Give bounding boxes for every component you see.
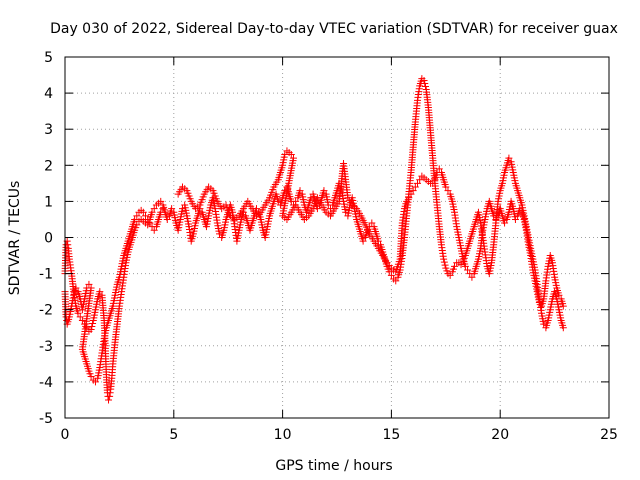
- data-point-series-2: [516, 205, 524, 213]
- y-tick-label: 5: [44, 50, 53, 66]
- data-point-series-1: [106, 392, 114, 400]
- data-point-series-2: [407, 190, 415, 198]
- data-point-series-1: [83, 324, 91, 332]
- data-point-series-1: [421, 79, 429, 87]
- data-point-series-1: [505, 154, 513, 162]
- data-point-series-2: [414, 179, 422, 187]
- data-point-series-1: [559, 324, 567, 332]
- data-point-series-2: [511, 215, 519, 223]
- data-point-series-2: [72, 284, 80, 292]
- data-point-series-2: [403, 197, 411, 205]
- x-tick-label: 20: [491, 427, 509, 443]
- data-point-series-2: [287, 150, 295, 158]
- data-point-series-2: [87, 372, 95, 380]
- data-point-series-1: [88, 323, 96, 331]
- data-point-series-2: [411, 183, 419, 191]
- data-point-series-2: [435, 165, 443, 173]
- data-point-series-1: [440, 255, 448, 263]
- data-point-series-2: [501, 219, 509, 227]
- data-point-series-1: [163, 215, 171, 223]
- data-point-series-1: [457, 261, 465, 269]
- data-point-series-1: [89, 320, 97, 328]
- data-point-series-1: [168, 205, 176, 213]
- y-tick-label: -3: [39, 339, 53, 355]
- y-axis-label: SDTVAR / TECUs: [7, 181, 23, 296]
- data-point-series-1: [74, 309, 82, 317]
- data-point-series-1: [368, 219, 376, 227]
- y-tick-label: -2: [39, 303, 53, 319]
- data-point-series-1: [441, 261, 449, 269]
- data-point-series-2: [133, 212, 141, 220]
- y-tick-label: 0: [44, 231, 53, 247]
- data-point-series-1: [451, 262, 459, 270]
- data-point-series-1: [274, 197, 282, 205]
- x-tick-label: 15: [382, 427, 400, 443]
- data-point-series-1: [540, 320, 548, 328]
- data-point-series-1: [420, 76, 428, 84]
- data-point-series-2: [464, 266, 472, 274]
- data-point-series-1: [387, 271, 395, 279]
- data-point-series-1: [150, 205, 158, 213]
- data-point-series-1: [133, 221, 141, 229]
- data-point-series-2: [442, 183, 450, 191]
- data-point-series-1: [87, 326, 95, 334]
- y-tick-label: 1: [44, 194, 53, 210]
- data-point-series-2: [416, 176, 424, 184]
- data-point-series-1: [78, 317, 86, 325]
- y-tick-label: 3: [44, 122, 53, 138]
- data-points: [61, 75, 567, 404]
- data-point-series-1: [148, 208, 156, 216]
- data-point-series-1: [392, 277, 400, 285]
- data-point-series-2: [131, 215, 139, 223]
- data-point-series-2: [150, 226, 158, 234]
- data-point-series-2: [444, 187, 452, 195]
- data-point-series-2: [91, 378, 99, 386]
- data-point-series-2: [555, 291, 563, 299]
- y-tick-label: 4: [44, 86, 53, 102]
- data-point-series-1: [307, 194, 315, 202]
- data-point-series-1: [359, 237, 367, 245]
- data-point-series-2: [144, 215, 152, 223]
- data-point-series-2: [559, 302, 567, 310]
- data-point-series-2: [492, 215, 500, 223]
- data-point-series-1: [296, 187, 304, 195]
- data-point-series-1: [320, 187, 328, 195]
- x-tick-label: 0: [61, 427, 70, 443]
- data-point-series-2: [461, 262, 469, 270]
- data-point-series-2: [85, 280, 93, 288]
- y-tick-label: -1: [39, 267, 53, 283]
- data-point-series-2: [146, 219, 154, 227]
- data-point-series-1: [215, 230, 223, 238]
- data-point-series-2: [281, 150, 289, 158]
- data-point-series-2: [142, 212, 150, 220]
- data-point-series-2: [429, 179, 437, 187]
- data-point-series-2: [405, 194, 413, 202]
- data-point-series-1: [96, 288, 104, 296]
- data-point-series-1: [446, 271, 454, 279]
- data-point-series-1: [157, 197, 165, 205]
- x-tick-label: 5: [169, 427, 178, 443]
- y-tick-label: -4: [39, 375, 53, 391]
- data-point-series-2: [159, 205, 167, 213]
- data-point-series-1: [106, 389, 114, 397]
- data-point-series-1: [421, 82, 429, 90]
- x-tick-label: 10: [274, 427, 292, 443]
- data-point-series-2: [535, 298, 543, 306]
- data-point-series-2: [409, 187, 417, 195]
- y-tick-label: -5: [39, 411, 53, 427]
- axes: 0 5 10 15 20 25 -5 -4 -3 -2 -1 0 1 2 3 4 5: [39, 50, 618, 443]
- x-axis-label: GPS time / hours: [275, 458, 392, 474]
- data-point-series-2: [139, 208, 147, 216]
- data-point-series-2: [157, 208, 165, 216]
- data-point-series-1: [440, 258, 448, 266]
- data-point-series-2: [468, 273, 476, 281]
- data-point-series-1: [76, 313, 84, 321]
- y-tick-label: 2: [44, 158, 53, 174]
- data-point-series-1: [105, 396, 113, 404]
- data-point-series-1: [385, 268, 393, 276]
- chart-title: Day 030 of 2022, Sidereal Day-to-day VTE…: [50, 21, 618, 37]
- x-tick-label: 25: [600, 427, 618, 443]
